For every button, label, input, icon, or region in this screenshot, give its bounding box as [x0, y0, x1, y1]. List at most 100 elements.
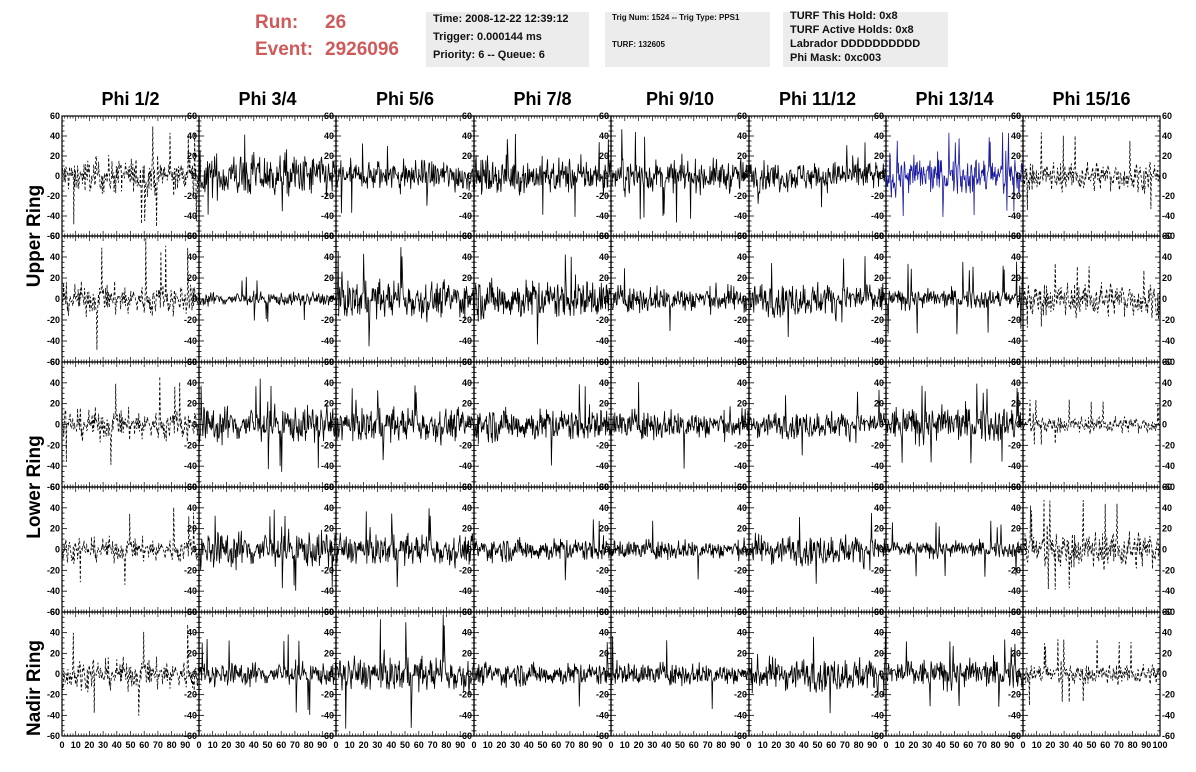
- y-tick-label: 20: [1162, 399, 1172, 409]
- y-tick-label: 60: [324, 482, 334, 492]
- y-tick-label: 40: [187, 131, 197, 141]
- event-value: 2926096: [325, 39, 399, 60]
- y-tick-label: 60: [462, 357, 472, 367]
- run-value: 26: [325, 12, 347, 33]
- y-tick-label: -40: [871, 211, 884, 221]
- y-tick-label: -40: [1162, 336, 1175, 346]
- y-tick-label: -20: [596, 565, 609, 575]
- y-tick-label: 0: [742, 545, 747, 555]
- y-tick-label: 40: [1162, 131, 1172, 141]
- run-label: Run:: [255, 12, 299, 33]
- y-tick-label: 60: [462, 111, 472, 121]
- y-tick-label: 60: [874, 231, 884, 241]
- y-tick-label: -20: [596, 315, 609, 325]
- row-title: Upper Ring: [24, 185, 45, 287]
- y-tick-label: 0: [329, 420, 334, 430]
- y-tick-label: 40: [50, 378, 60, 388]
- phi-mask-line: Phi Mask: 0xc003: [790, 52, 882, 64]
- y-tick-label: 0: [55, 171, 60, 181]
- y-tick-label: 40: [462, 131, 472, 141]
- y-tick-label: 20: [874, 273, 884, 283]
- y-tick-label: -60: [47, 482, 60, 492]
- y-tick-label: 20: [874, 151, 884, 161]
- y-tick-label: 60: [187, 231, 197, 241]
- panel-frame: [61, 486, 200, 613]
- y-tick-label: 20: [1011, 151, 1021, 161]
- trig-num-line: Trig Num: 1524 -- Trig Type: PPS1: [612, 13, 740, 22]
- waveform-trace: [1022, 399, 1161, 445]
- y-tick-label: -20: [734, 565, 747, 575]
- panel-frame: [1022, 235, 1161, 363]
- y-tick-label: 40: [50, 503, 60, 513]
- y-tick-label: 0: [604, 420, 609, 430]
- y-tick-label: 60: [187, 482, 197, 492]
- y-tick-label: -60: [47, 231, 60, 241]
- y-tick-label: -20: [596, 440, 609, 450]
- y-tick-label: 0: [604, 171, 609, 181]
- waveform-trace: [1022, 263, 1161, 328]
- y-tick-label: -40: [459, 461, 472, 471]
- waveform-trace: [335, 508, 475, 588]
- y-tick-label: 0: [604, 294, 609, 304]
- y-tick-label: -40: [734, 461, 747, 471]
- y-tick-label: -60: [1162, 357, 1175, 367]
- y-tick-label: 40: [737, 378, 747, 388]
- row-title: Lower Ring: [24, 435, 45, 538]
- turf-line: TURF: 132605: [612, 40, 665, 49]
- y-tick-label: 40: [737, 252, 747, 262]
- y-tick-label: -40: [47, 336, 60, 346]
- waveform-trace: [473, 254, 612, 345]
- y-tick-label: -20: [321, 315, 334, 325]
- y-tick-label: 60: [324, 357, 334, 367]
- y-tick-label: 20: [324, 151, 334, 161]
- y-tick-label: 60: [462, 482, 472, 492]
- column-title: Phi 13/14: [915, 89, 993, 109]
- y-tick-label: 60: [1162, 231, 1172, 241]
- waveform-trace: [473, 384, 612, 466]
- y-tick-label: -40: [596, 586, 609, 596]
- y-tick-label: 60: [874, 111, 884, 121]
- y-tick-label: 40: [462, 252, 472, 262]
- y-tick-label: 60: [1162, 111, 1172, 121]
- y-tick-label: -20: [459, 315, 472, 325]
- y-tick-label: 0: [55, 294, 60, 304]
- y-tick-label: -20: [47, 315, 60, 325]
- y-tick-label: -20: [871, 440, 884, 450]
- y-tick-label: -20: [734, 191, 747, 201]
- run-row: Run: 26: [255, 12, 346, 34]
- y-tick-label: 60: [737, 357, 747, 367]
- y-tick-label: -40: [47, 586, 60, 596]
- y-tick-label: -20: [734, 440, 747, 450]
- y-tick-label: 40: [324, 252, 334, 262]
- y-tick-label: 60: [599, 231, 609, 241]
- y-tick-label: -60: [47, 357, 60, 367]
- column-title: Phi 5/6: [376, 89, 434, 109]
- y-tick-label: 20: [462, 273, 472, 283]
- waveform-trace: [198, 378, 337, 472]
- y-tick-label: -40: [734, 211, 747, 221]
- y-tick-label: 60: [737, 111, 747, 121]
- y-tick-label: -20: [321, 565, 334, 575]
- waveform-trace: [748, 142, 887, 208]
- panel-frame: [61, 361, 200, 488]
- y-tick-label: -20: [47, 440, 60, 450]
- y-tick-label: 0: [192, 294, 197, 304]
- y-tick-label: 60: [599, 482, 609, 492]
- y-tick-label: -40: [321, 336, 334, 346]
- y-tick-label: 40: [737, 503, 747, 513]
- y-tick-label: -40: [1008, 461, 1021, 471]
- y-tick-label: 20: [50, 151, 60, 161]
- waveform-trace: [61, 507, 200, 585]
- y-tick-label: -40: [871, 336, 884, 346]
- y-tick-label: 60: [50, 111, 60, 121]
- y-tick-label: 20: [187, 399, 197, 409]
- event-row: Event: 2926096: [255, 39, 399, 61]
- waveform-trace: [748, 256, 887, 338]
- y-tick-label: 40: [599, 252, 609, 262]
- y-tick-label: -40: [734, 586, 747, 596]
- column-title: Phi 3/4: [238, 89, 296, 109]
- y-tick-label: 0: [467, 171, 472, 181]
- y-tick-label: 40: [50, 252, 60, 262]
- column-title: Phi 7/8: [513, 89, 571, 109]
- waveform-trace: [610, 520, 750, 580]
